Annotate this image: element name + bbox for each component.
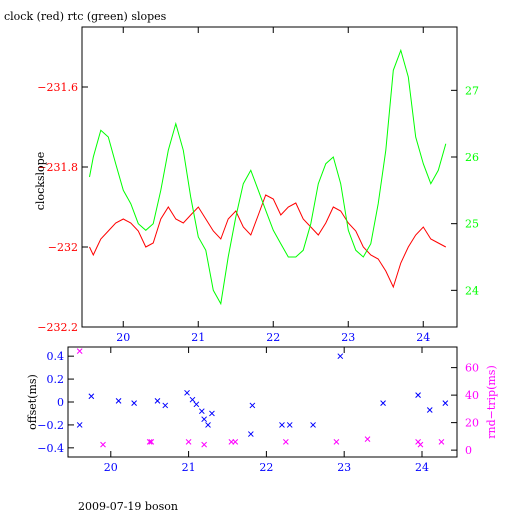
footer-text: 2009-07-19 boson [78, 500, 178, 512]
bottom-chart-x-tick-label: 23 [337, 461, 351, 474]
bottom-chart-offset-point [337, 353, 344, 360]
top-chart-x-tick-label: 24 [416, 331, 430, 344]
bottom-chart-offset-point [201, 416, 208, 423]
bottom-chart-y-ticks: 0.4 0.2 0 −0.2 −0.4 [37, 350, 74, 455]
bottom-chart-rnd-trip-point [438, 439, 445, 445]
bottom-chart-y2-tick-label: 60 [465, 362, 479, 375]
bottom-chart-series-layer [76, 348, 449, 448]
bottom-chart-rnd-trip-point [148, 439, 155, 445]
top-chart-y-ticks: −232.2 −232 −231.8 −231.6 [37, 81, 88, 334]
top-chart-y2-tick-label: 26 [465, 151, 479, 164]
top-chart-rtc-line [89, 48, 447, 306]
top-chart-x-tick-label: 21 [191, 331, 205, 344]
bottom-chart-offset-point [310, 422, 316, 428]
top-chart-title: clock (red) rtc (green) slopes [4, 10, 167, 23]
top-chart-y2-tick-label: 27 [465, 84, 479, 97]
top-chart-y-tick-label: −231.8 [37, 161, 78, 174]
top-chart-y-axis-label: clockslope [34, 152, 47, 210]
top-chart-y-tick-label: −232 [48, 241, 78, 254]
bottom-chart-y-tick-label: −0.4 [37, 442, 64, 455]
bottom-chart-offset-point [184, 389, 190, 396]
bottom-chart-y2-tick-label: 40 [465, 389, 479, 402]
bottom-chart-offset-point [198, 408, 205, 415]
top-chart-y-tick-label: −231.6 [37, 81, 78, 94]
top-chart-frame [81, 26, 458, 328]
bottom-chart-rnd-trip-point [417, 441, 424, 448]
top-chart-x-tick-label: 22 [266, 331, 280, 344]
top-chart-y2-tick-label: 25 [465, 218, 479, 231]
bottom-chart-offset-point [415, 392, 421, 398]
top-chart-y2-tick-label: 24 [465, 284, 479, 297]
bottom-chart-rnd-trip-point [201, 441, 208, 448]
bottom-chart-rnd-trip-point [333, 439, 340, 445]
bottom-chart-rnd-trip-point [185, 439, 192, 445]
bottom-chart-y2-tick-label: 0 [465, 444, 472, 457]
bottom-chart-offset-point [131, 400, 137, 406]
bottom-chart-x-ticks: 20 21 22 23 24 [104, 347, 429, 474]
top-chart-x-ticks: 20 21 22 23 24 [116, 27, 430, 344]
top-chart-x-tick-label: 20 [116, 331, 130, 344]
bottom-chart-rnd-trip-point [146, 439, 153, 445]
bottom-chart-offset-point [380, 400, 386, 406]
bottom-chart-offset-point [162, 402, 169, 409]
bottom-chart-y-tick-label: 0 [57, 396, 64, 409]
bottom-chart-offset-point [247, 431, 254, 437]
bottom-chart-y2-tick-label: 20 [465, 417, 479, 430]
bottom-chart-offset-point [76, 422, 83, 428]
top-chart-series-layer [89, 48, 447, 306]
bottom-chart-offset-point [115, 398, 122, 404]
bottom-chart-rnd-trip-point [232, 439, 239, 445]
top-chart-y2-ticks: 24 25 26 27 [451, 84, 479, 297]
top-chart-y-tick-label: −232.2 [37, 321, 78, 334]
bottom-chart-rnd-trip-point [364, 436, 371, 442]
bottom-chart-rnd-trip-point [282, 439, 289, 445]
bottom-chart-offset-point [193, 401, 200, 408]
bottom-chart-y2-axis-label: rnd−trip(ms) [485, 365, 498, 439]
bottom-chart-offset-point [189, 396, 196, 403]
top-chart-clock-line [89, 194, 447, 289]
bottom-chart-rnd-trip-point [76, 348, 83, 354]
bottom-chart-offset-point [154, 398, 161, 404]
bottom-chart-y-axis-label: offset(ms) [26, 374, 39, 430]
bottom-chart-y-tick-label: 0.4 [47, 350, 65, 363]
bottom-chart-x-tick-label: 24 [415, 461, 429, 474]
bottom-chart-x-tick-label: 20 [104, 461, 118, 474]
bottom-chart-y2-ticks: 0 20 40 60 [451, 362, 479, 457]
bottom-chart-offset-point [209, 410, 215, 417]
top-chart-x-tick-label: 23 [341, 331, 355, 344]
bottom-chart-x-tick-label: 22 [259, 461, 273, 474]
bottom-chart-y-tick-label: −0.2 [37, 419, 64, 432]
bottom-chart-offset-point [88, 393, 95, 400]
bottom-chart-offset-point [205, 422, 211, 428]
top-chart-panel: 20 21 22 23 24 −232.2 −232 −231.8 −231.6 24 25 26… [34, 26, 479, 344]
bottom-chart-offset-point [279, 422, 285, 428]
bottom-chart-rnd-trip-point [100, 441, 106, 448]
bottom-chart-offset-point [442, 400, 449, 406]
bottom-chart-offset-point [426, 407, 433, 413]
bottom-chart-panel: 20 21 22 23 24 0.4 0.2 0 −0.2 −0.4 0 20 40 60 offse… [26, 346, 498, 474]
bottom-chart-y-tick-label: 0.2 [47, 373, 65, 386]
bottom-chart-x-tick-label: 21 [182, 461, 196, 474]
bottom-chart-offset-point [286, 422, 293, 428]
bottom-chart-offset-point [249, 402, 256, 409]
